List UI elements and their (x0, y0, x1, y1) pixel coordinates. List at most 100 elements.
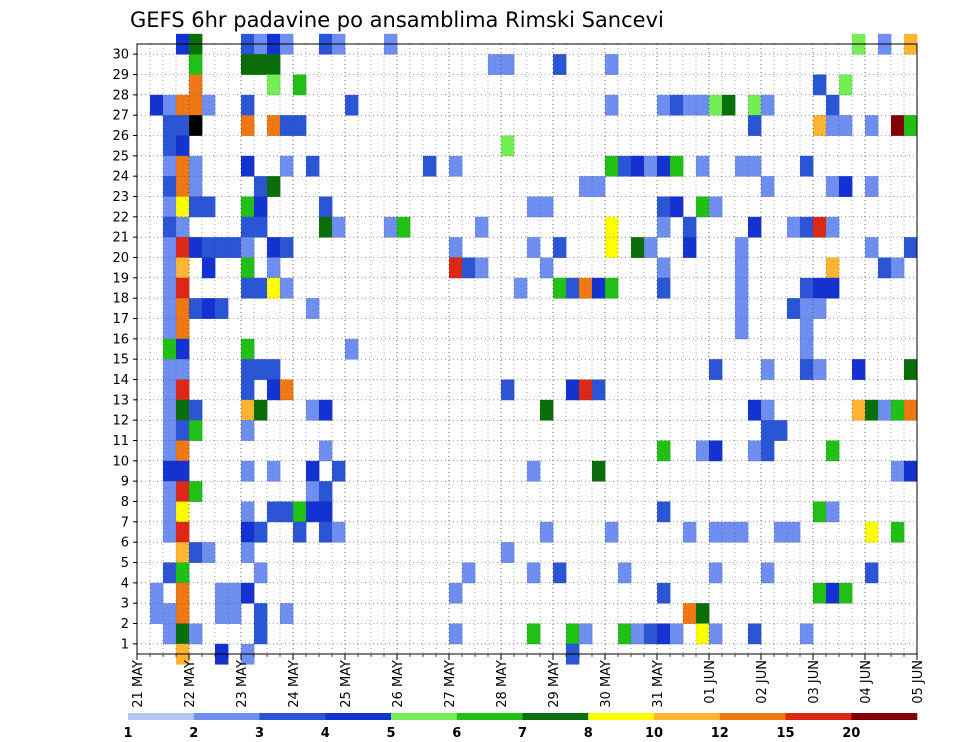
heatmap-cell (553, 237, 567, 258)
heatmap-cell (202, 94, 216, 116)
heatmap-cell (228, 237, 242, 258)
heatmap-cell (709, 440, 723, 462)
heatmap-cell (826, 277, 840, 299)
heatmap-cell (527, 460, 541, 482)
y-tick-label: 23 (112, 190, 129, 205)
heatmap-cell (891, 257, 905, 279)
heatmap-cell (657, 501, 671, 523)
heatmap-cell (241, 237, 255, 258)
heatmap-cell (241, 216, 255, 238)
heatmap-cell (709, 521, 723, 543)
x-tick-label: 05 JUN (911, 660, 926, 704)
heatmap-cell (644, 155, 658, 177)
colorbar-label: 1 (123, 726, 132, 741)
heatmap-cell (826, 501, 840, 523)
heatmap-cell (254, 359, 268, 380)
heatmap-cell (176, 359, 190, 380)
heatmap-cell (891, 399, 905, 421)
heatmap-cell (878, 257, 892, 279)
heatmap-cell (280, 115, 294, 136)
heatmap-cell (527, 623, 541, 645)
heatmap-cell (189, 298, 203, 319)
heatmap-cell (514, 277, 528, 299)
heatmap-cell (670, 94, 684, 116)
y-axis: 1234567891011121314151617181920212223242… (112, 48, 137, 652)
heatmap-cell (735, 277, 749, 299)
heatmap-cell (501, 542, 515, 563)
heatmap-cell (813, 277, 827, 299)
heatmap-cell (202, 298, 216, 319)
heatmap-cell (475, 216, 489, 238)
heatmap-cell (605, 277, 619, 299)
heatmap-cell (579, 623, 593, 645)
plot-cells (150, 33, 918, 665)
heatmap-cell (163, 420, 177, 441)
y-tick-label: 2 (121, 617, 129, 632)
heatmap-cell (319, 521, 333, 543)
heatmap-cell (189, 237, 203, 258)
heatmap-cell (163, 623, 177, 645)
heatmap-cell (657, 623, 671, 645)
heatmap-cell (644, 623, 658, 645)
heatmap-cell (215, 298, 229, 319)
y-tick-label: 14 (112, 373, 129, 388)
heatmap-cell (774, 420, 788, 441)
heatmap-cell (813, 298, 827, 319)
heatmap-cell (241, 501, 255, 523)
heatmap-cell (696, 94, 710, 116)
y-tick-label: 10 (112, 454, 129, 469)
heatmap-cell (813, 501, 827, 523)
y-tick-label: 7 (121, 515, 129, 530)
heatmap-cell (176, 277, 190, 299)
heatmap-cell (449, 237, 463, 258)
heatmap-cell (306, 460, 320, 482)
heatmap-cell (501, 54, 515, 75)
heatmap-cell (605, 94, 619, 116)
heatmap-cell (865, 237, 879, 258)
colorbar-label: 15 (776, 726, 794, 741)
heatmap-cell (280, 155, 294, 177)
y-tick-label: 19 (112, 271, 129, 286)
heatmap-cell (735, 237, 749, 258)
heatmap-cell (176, 237, 190, 258)
heatmap-cell (163, 237, 177, 258)
heatmap-cell (189, 623, 203, 645)
heatmap-cell (241, 542, 255, 563)
x-tick-label: 31 MAY (651, 660, 666, 708)
heatmap-cell (280, 501, 294, 523)
y-tick-label: 18 (112, 292, 129, 307)
heatmap-cell (618, 623, 632, 645)
heatmap-cell (904, 115, 918, 136)
heatmap-cell (241, 94, 255, 116)
heatmap-cell (540, 257, 554, 279)
heatmap-cell (579, 176, 593, 197)
heatmap-cell (384, 216, 398, 238)
heatmap-cell (176, 379, 190, 401)
heatmap-cell (267, 257, 281, 279)
heatmap-cell (332, 460, 346, 482)
heatmap-cell (904, 399, 918, 421)
heatmap-cell (865, 115, 879, 136)
heatmap-cell (527, 237, 541, 258)
heatmap-cell (163, 562, 177, 584)
heatmap-cell (839, 115, 853, 136)
y-tick-label: 3 (121, 597, 129, 612)
heatmap-cell (280, 277, 294, 299)
heatmap-cell (215, 603, 229, 624)
heatmap-cell (631, 623, 645, 645)
heatmap-cell (592, 176, 606, 197)
y-tick-label: 30 (112, 48, 129, 63)
heatmap-cell (904, 359, 918, 380)
heatmap-cell (748, 440, 762, 462)
heatmap-cell (332, 521, 346, 543)
heatmap-cell (709, 359, 723, 380)
heatmap-cell (267, 359, 281, 380)
heatmap-cell (267, 237, 281, 258)
heatmap-cell (683, 237, 697, 258)
heatmap-cell (787, 521, 801, 543)
colorbar-legend: 1 2 3 4 5 6 7 8 10 12 15 20 (123, 713, 918, 741)
heatmap-cell (670, 155, 684, 177)
heatmap-cell (241, 420, 255, 441)
heatmap-cell (904, 460, 918, 482)
